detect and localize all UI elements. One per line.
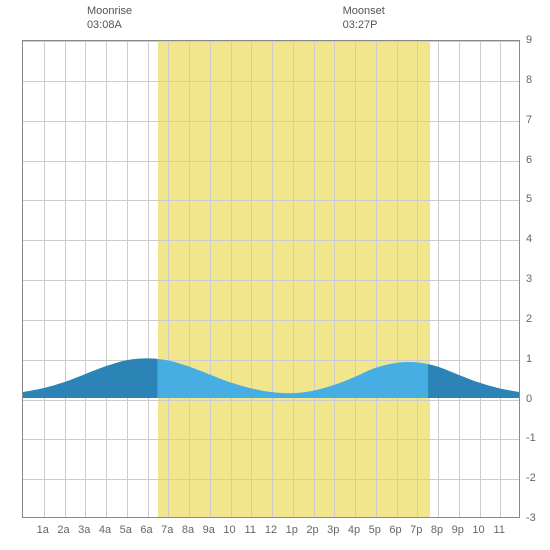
x-tick-label: 6a (140, 524, 152, 536)
x-tick-label: 11 (494, 524, 505, 536)
y-tick-label: 0 (526, 393, 532, 405)
y-tick-label: 7 (526, 114, 532, 126)
y-tick-label: 8 (526, 74, 532, 86)
x-tick-label: 8p (431, 524, 443, 536)
y-tick-label: -2 (526, 472, 536, 484)
x-tick-label: 10 (472, 524, 484, 536)
x-tick-label: 5a (120, 524, 132, 536)
y-tick-label: 4 (526, 233, 532, 245)
x-tick-label: 3p (327, 524, 339, 536)
x-tick-label: 8a (182, 524, 194, 536)
y-tick-label: 6 (526, 154, 532, 166)
moonset-title: Moonset (343, 4, 385, 18)
tide-chart: Moonrise 03:08A Moonset 03:27P 1a 2a 3a 4a 5… (0, 0, 550, 550)
tide-curve (23, 41, 519, 517)
x-tick-label: 10 (223, 524, 235, 536)
y-tick-label: -1 (526, 432, 536, 444)
x-tick-label: 3a (78, 524, 90, 536)
y-tick-label: 2 (526, 313, 532, 325)
x-tick-label: 5p (369, 524, 381, 536)
moonset-label: Moonset 03:27P (343, 4, 385, 33)
x-tick-label: 4p (348, 524, 360, 536)
y-tick-label: 1 (526, 353, 532, 365)
x-tick-label: 11 (245, 524, 256, 536)
x-tick-label: 7a (161, 524, 173, 536)
x-tick-label: 6p (389, 524, 401, 536)
moonrise-label: Moonrise 03:08A (87, 4, 132, 33)
moonrise-time: 03:08A (87, 18, 132, 32)
x-tick-label: 7p (410, 524, 422, 536)
x-tick-label: 12 (265, 524, 277, 536)
y-tick-label: 3 (526, 273, 532, 285)
x-tick-label: 9a (203, 524, 215, 536)
x-tick-label: 2p (306, 524, 318, 536)
x-tick-label: 2a (57, 524, 69, 536)
y-tick-label: 5 (526, 193, 532, 205)
plot-area (22, 40, 520, 518)
x-tick-label: 9p (452, 524, 464, 536)
x-tick-label: 1p (286, 524, 298, 536)
y-tick-label: 9 (526, 34, 532, 46)
moonrise-title: Moonrise (87, 4, 132, 18)
x-tick-label: 4a (99, 524, 111, 536)
moonset-time: 03:27P (343, 18, 385, 32)
x-tick-label: 1a (37, 524, 49, 536)
y-tick-label: -3 (526, 512, 536, 524)
